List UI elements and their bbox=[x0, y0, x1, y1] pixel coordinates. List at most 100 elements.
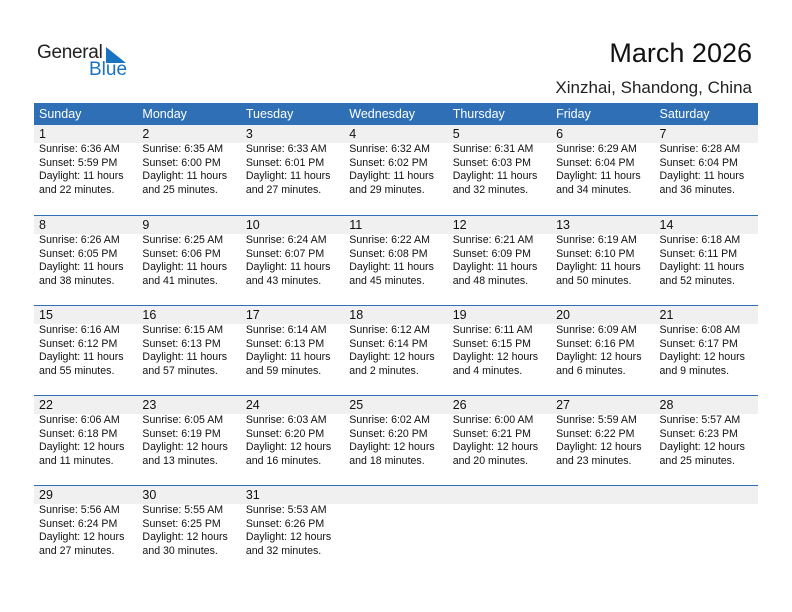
sunrise-text: Sunrise: 6:15 AM bbox=[142, 324, 224, 336]
daylight-minutes-text: and 29 minutes. bbox=[349, 183, 425, 196]
day-number: 24 bbox=[245, 398, 260, 412]
sunset-text: Sunset: 5:59 PM bbox=[39, 156, 118, 169]
daylight-text: Daylight: 12 hours bbox=[142, 441, 228, 453]
daylight-minutes-text: and 25 minutes. bbox=[659, 454, 735, 467]
day-cell: 19 Sunrise: 6:11 AM Sunset: 6:15 PM Dayligh… bbox=[448, 306, 551, 378]
day-cell: 11 Sunrise: 6:22 AM Sunset: 6:08 PM Dayligh… bbox=[344, 216, 447, 288]
sunrise-text: Sunrise: 6:06 AM bbox=[39, 414, 120, 426]
day-number: 30 bbox=[142, 488, 157, 502]
day-number: 18 bbox=[349, 308, 364, 322]
sunset-text: Sunset: 6:20 PM bbox=[349, 427, 428, 440]
daylight-minutes-text: and 20 minutes. bbox=[452, 454, 529, 467]
sunset-text: Sunset: 6:11 PM bbox=[659, 247, 738, 260]
sunrise-text: Sunrise: 6:31 AM bbox=[452, 143, 534, 155]
daylight-text: Daylight: 12 hours bbox=[556, 351, 642, 363]
day-cell: 5 Sunrise: 6:31 AM Sunset: 6:03 PM Daylight… bbox=[448, 125, 551, 197]
day-number: 27 bbox=[556, 398, 571, 412]
day-number: 4 bbox=[349, 127, 357, 141]
sunrise-text: Sunrise: 5:56 AM bbox=[39, 504, 120, 516]
day-number-band bbox=[34, 396, 758, 414]
sunset-text: Sunset: 6:04 PM bbox=[556, 156, 635, 169]
day-number: 9 bbox=[142, 218, 150, 232]
daylight-text: Daylight: 12 hours bbox=[245, 531, 332, 543]
sunrise-text: Sunrise: 6:05 AM bbox=[142, 414, 224, 426]
day-cell: 16 Sunrise: 6:15 AM Sunset: 6:13 PM Dayligh… bbox=[137, 306, 240, 378]
day-cell: 8 Sunrise: 6:26 AM Sunset: 6:05 PM Daylight… bbox=[34, 216, 137, 288]
sunset-text: Sunset: 6:03 PM bbox=[452, 156, 532, 169]
sunrise-text: Sunrise: 5:59 AM bbox=[556, 414, 637, 426]
day-number: 21 bbox=[659, 308, 674, 322]
daylight-minutes-text: and 32 minutes. bbox=[245, 544, 322, 557]
day-cell: 20 Sunrise: 6:09 AM Sunset: 6:16 PM Dayligh… bbox=[551, 306, 654, 378]
sunset-text: Sunset: 6:17 PM bbox=[659, 337, 738, 350]
day-cell: 21 Sunrise: 6:08 AM Sunset: 6:17 PM Dayligh… bbox=[655, 306, 758, 378]
sunrise-text: Sunrise: 6:28 AM bbox=[659, 143, 741, 155]
weekday-friday: Friday bbox=[556, 107, 591, 121]
day-cell: 31 Sunrise: 5:53 AM Sunset: 6:26 PM Dayligh… bbox=[241, 486, 344, 558]
daylight-minutes-text: and 9 minutes. bbox=[659, 364, 730, 377]
day-number: 2 bbox=[142, 127, 150, 141]
sunset-text: Sunset: 6:12 PM bbox=[39, 337, 118, 350]
sunrise-text: Sunrise: 5:53 AM bbox=[245, 504, 327, 516]
sunset-text: Sunset: 6:21 PM bbox=[452, 427, 532, 440]
daylight-text: Daylight: 12 hours bbox=[39, 531, 125, 543]
weekday-thursday: Thursday bbox=[452, 107, 505, 121]
day-number: 22 bbox=[39, 398, 53, 412]
day-cell: 14 Sunrise: 6:18 AM Sunset: 6:11 PM Dayligh… bbox=[655, 216, 758, 288]
daylight-minutes-text: and 38 minutes. bbox=[39, 274, 115, 287]
daylight-text: Daylight: 12 hours bbox=[142, 531, 228, 543]
sunset-text: Sunset: 6:07 PM bbox=[245, 247, 325, 260]
sunset-text: Sunset: 6:06 PM bbox=[142, 247, 221, 260]
daylight-text: Daylight: 11 hours bbox=[39, 261, 124, 273]
sunrise-text: Sunrise: 6:32 AM bbox=[349, 143, 430, 155]
daylight-minutes-text: and 32 minutes. bbox=[452, 183, 529, 196]
daylight-text: Daylight: 11 hours bbox=[556, 261, 641, 273]
weekday-sunday: Sunday bbox=[39, 107, 82, 121]
day-number-band bbox=[34, 306, 758, 324]
day-number-band bbox=[34, 216, 758, 234]
sunrise-text: Sunrise: 6:16 AM bbox=[39, 324, 120, 336]
daylight-minutes-text: and 13 minutes. bbox=[142, 454, 218, 467]
day-cell: 27 Sunrise: 5:59 AM Sunset: 6:22 PM Dayligh… bbox=[551, 396, 654, 468]
day-number: 20 bbox=[556, 308, 571, 322]
day-number: 1 bbox=[39, 127, 46, 141]
daylight-text: Daylight: 11 hours bbox=[452, 261, 538, 273]
weekday-tuesday: Tuesday bbox=[245, 107, 294, 121]
daylight-text: Daylight: 11 hours bbox=[452, 170, 538, 182]
day-number: 19 bbox=[452, 308, 467, 322]
daylight-text: Daylight: 12 hours bbox=[39, 441, 125, 453]
daylight-minutes-text: and 6 minutes. bbox=[556, 364, 626, 377]
sunset-text: Sunset: 6:25 PM bbox=[142, 517, 221, 530]
sunset-text: Sunset: 6:19 PM bbox=[142, 427, 221, 440]
day-cell: 23 Sunrise: 6:05 AM Sunset: 6:19 PM Dayligh… bbox=[137, 396, 240, 468]
day-cell: 13 Sunrise: 6:19 AM Sunset: 6:10 PM Dayligh… bbox=[551, 216, 654, 288]
day-cell: 2 Sunrise: 6:35 AM Sunset: 6:00 PM Daylight… bbox=[137, 125, 240, 197]
daylight-text: Daylight: 12 hours bbox=[452, 351, 539, 363]
sunset-text: Sunset: 6:13 PM bbox=[142, 337, 221, 350]
page-title: March 2026 bbox=[609, 38, 752, 68]
day-cell: 1 Sunrise: 6:36 AM Sunset: 5:59 PM Daylight… bbox=[34, 125, 137, 197]
daylight-minutes-text: and 57 minutes. bbox=[142, 364, 218, 377]
sunset-text: Sunset: 6:22 PM bbox=[556, 427, 635, 440]
sunrise-text: Sunrise: 6:22 AM bbox=[349, 234, 430, 246]
sunrise-text: Sunrise: 6:09 AM bbox=[556, 324, 637, 336]
sunrise-text: Sunrise: 6:24 AM bbox=[245, 234, 327, 246]
daylight-minutes-text: and 16 minutes. bbox=[245, 454, 322, 467]
daylight-text: Daylight: 12 hours bbox=[659, 441, 745, 453]
day-number: 3 bbox=[245, 127, 253, 141]
weekday-monday: Monday bbox=[142, 107, 187, 121]
sunrise-text: Sunrise: 6:14 AM bbox=[245, 324, 327, 336]
daylight-minutes-text: and 30 minutes. bbox=[142, 544, 218, 557]
sunset-text: Sunset: 6:18 PM bbox=[39, 427, 118, 440]
day-cell: 26 Sunrise: 6:00 AM Sunset: 6:21 PM Dayligh… bbox=[448, 396, 551, 468]
week-row: 15 Sunrise: 6:16 AM Sunset: 6:12 PM Dayligh… bbox=[34, 305, 758, 395]
day-cell: 15 Sunrise: 6:16 AM Sunset: 6:12 PM Dayligh… bbox=[34, 306, 137, 378]
day-cell: 17 Sunrise: 6:14 AM Sunset: 6:13 PM Dayligh… bbox=[241, 306, 344, 378]
sunset-text: Sunset: 6:02 PM bbox=[349, 156, 428, 169]
daylight-text: Daylight: 12 hours bbox=[556, 441, 642, 453]
sunset-text: Sunset: 6:05 PM bbox=[39, 247, 118, 260]
sunrise-text: Sunrise: 6:18 AM bbox=[659, 234, 741, 246]
sunset-text: Sunset: 6:09 PM bbox=[452, 247, 532, 260]
logo-text-general: General bbox=[37, 42, 103, 63]
sunset-text: Sunset: 6:10 PM bbox=[556, 247, 635, 260]
